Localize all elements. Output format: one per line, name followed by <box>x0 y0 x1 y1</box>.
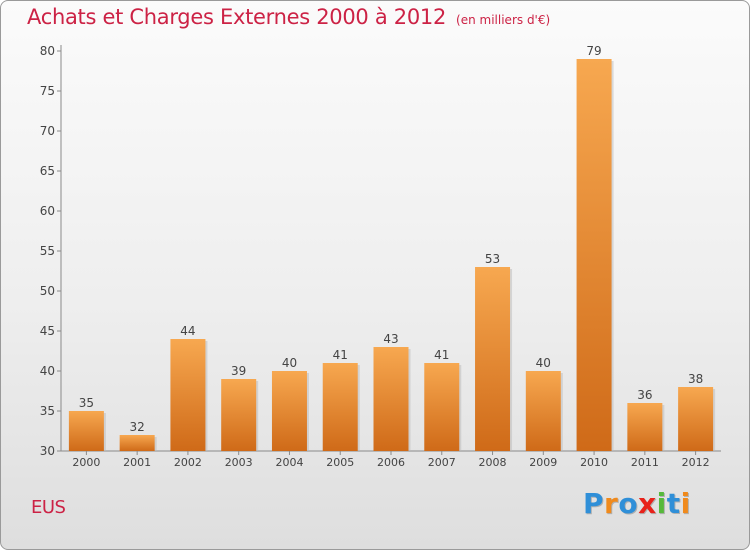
bar <box>322 363 358 451</box>
bar <box>678 387 714 451</box>
x-tick-label: 2011 <box>631 456 659 469</box>
y-tick-label: 80 <box>40 44 55 58</box>
bar <box>525 371 561 451</box>
x-tick-label: 2006 <box>377 456 405 469</box>
y-tick-label: 30 <box>40 444 55 458</box>
y-tick-label: 55 <box>40 244 55 258</box>
bar <box>373 347 409 451</box>
bar <box>68 411 104 451</box>
x-tick-label: 2009 <box>529 456 557 469</box>
x-tick-label: 2001 <box>123 456 151 469</box>
data-label: 40 <box>536 356 551 370</box>
place-name: EUS <box>31 497 66 518</box>
data-label: 79 <box>586 44 601 58</box>
y-tick-label: 70 <box>40 124 55 138</box>
bar <box>576 59 612 451</box>
chart-title: Achats et Charges Externes 2000 à 2012 <box>27 5 447 29</box>
data-label: 36 <box>637 388 652 402</box>
y-tick-label: 65 <box>40 164 55 178</box>
y-tick-label: 60 <box>40 204 55 218</box>
logo-letter: P <box>583 487 605 520</box>
y-tick-label: 35 <box>40 404 55 418</box>
data-label: 40 <box>282 356 297 370</box>
y-tick-label: 45 <box>40 324 55 338</box>
logo-letter: i <box>680 487 691 520</box>
x-tick-label: 2004 <box>275 456 303 469</box>
chart-title-row: Achats et Charges Externes 2000 à 2012 (e… <box>27 5 550 29</box>
bar <box>271 371 307 451</box>
data-label: 44 <box>180 324 195 338</box>
x-tick-label: 2010 <box>580 456 608 469</box>
x-tick-label: 2002 <box>174 456 202 469</box>
data-label: 41 <box>434 348 449 362</box>
y-tick-label: 40 <box>40 364 55 378</box>
bar <box>221 379 257 451</box>
bar <box>170 339 206 451</box>
logo-letter: x <box>638 487 657 520</box>
logo-letter: i <box>656 487 667 520</box>
data-label: 43 <box>383 332 398 346</box>
proxiti-logo: Proxiti <box>583 487 691 520</box>
bar <box>475 267 511 451</box>
x-tick-label: 2003 <box>225 456 253 469</box>
chart-unit-subtitle: (en milliers d'€) <box>456 13 551 27</box>
bar <box>119 435 155 451</box>
data-label: 53 <box>485 252 500 266</box>
x-tick-label: 2008 <box>479 456 507 469</box>
x-tick-label: 2005 <box>326 456 354 469</box>
data-label: 38 <box>688 372 703 386</box>
data-label: 41 <box>333 348 348 362</box>
logo-letter: r <box>604 487 619 520</box>
data-label: 35 <box>79 396 94 410</box>
x-tick-label: 2012 <box>682 456 710 469</box>
y-tick-label: 75 <box>40 84 55 98</box>
bar <box>627 403 663 451</box>
bar <box>424 363 460 451</box>
data-label: 39 <box>231 364 246 378</box>
logo-letter: t <box>666 487 681 520</box>
x-tick-label: 2007 <box>428 456 456 469</box>
data-label: 32 <box>130 420 145 434</box>
y-tick-label: 50 <box>40 284 55 298</box>
logo-letter: o <box>618 487 639 520</box>
x-tick-label: 2000 <box>72 456 100 469</box>
